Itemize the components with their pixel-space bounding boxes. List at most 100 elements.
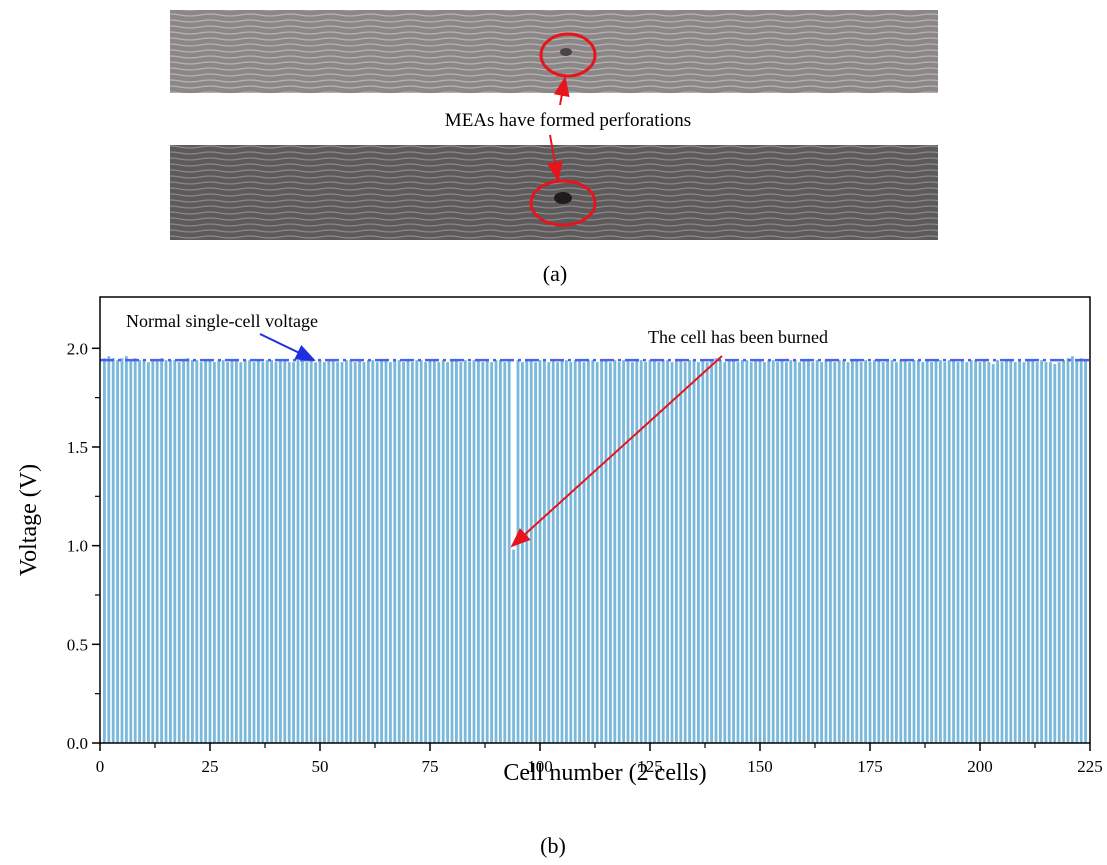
bar — [1018, 360, 1022, 743]
bar — [151, 360, 155, 743]
bar — [582, 362, 586, 743]
bar — [265, 360, 269, 743]
bar — [670, 362, 674, 743]
bar — [300, 360, 304, 743]
bar — [692, 360, 696, 743]
bar — [305, 362, 309, 743]
bar — [960, 360, 964, 743]
x-axis-label: Cell number (2 cells) — [503, 760, 706, 786]
bar — [168, 360, 172, 743]
chart: 0 25 50 75 100 125 150 175 200 225 0.0 0.5 1.0 1.5 2.0… — [16, 296, 1103, 786]
bar — [1066, 358, 1070, 743]
bar — [177, 362, 181, 743]
bar — [142, 360, 146, 743]
bar — [846, 362, 850, 743]
bar — [806, 360, 810, 743]
y-tick-label: 1.0 — [67, 537, 88, 556]
highlight-circle — [529, 179, 597, 227]
bar — [551, 360, 555, 743]
bar — [476, 360, 480, 743]
bar — [1079, 358, 1083, 743]
bar — [419, 360, 423, 743]
bar — [894, 362, 898, 743]
bar — [124, 356, 128, 743]
bar — [542, 360, 546, 743]
bar — [771, 360, 775, 743]
bar — [1062, 360, 1066, 743]
bar — [353, 362, 357, 743]
bar — [424, 362, 428, 743]
bar — [991, 364, 995, 743]
x-tick-label: 150 — [747, 757, 773, 776]
bar — [573, 360, 577, 743]
bar — [481, 362, 485, 743]
bar — [1013, 362, 1017, 743]
bar — [252, 362, 256, 743]
x-tick-label: 200 — [967, 757, 993, 776]
bar — [248, 360, 252, 743]
x-tick-label: 0 — [96, 757, 105, 776]
x-tick-label: 75 — [422, 757, 439, 776]
bar — [494, 360, 498, 743]
bar — [947, 360, 951, 743]
bar — [120, 358, 124, 743]
bar — [182, 360, 186, 743]
bar — [930, 362, 934, 743]
bar — [648, 360, 652, 743]
bar — [784, 362, 788, 743]
bar — [195, 360, 199, 743]
bar — [173, 360, 177, 743]
bar — [802, 360, 806, 743]
photo-caption: MEAs have formed perforations — [445, 110, 691, 131]
bar — [226, 362, 230, 743]
bar — [635, 360, 639, 743]
bar — [811, 362, 815, 743]
bar — [1040, 360, 1044, 743]
bar — [630, 362, 634, 743]
annotation-arrow — [510, 355, 723, 548]
annotation: The cell has been burned — [648, 327, 828, 347]
bar — [270, 360, 274, 743]
bar — [190, 360, 194, 743]
bar — [564, 360, 568, 743]
bar — [903, 360, 907, 743]
bar — [556, 362, 560, 743]
highlight-circle — [539, 32, 597, 78]
bar — [507, 360, 511, 743]
bar — [327, 360, 331, 743]
bar — [578, 360, 582, 743]
bar — [1057, 362, 1061, 743]
bar — [1022, 362, 1026, 743]
bar — [454, 360, 458, 743]
bar — [322, 362, 326, 743]
bar — [384, 360, 388, 743]
bar — [688, 360, 692, 743]
bar — [133, 358, 137, 743]
bar — [490, 362, 494, 743]
panel-label: (a) — [543, 261, 567, 286]
bar — [437, 362, 441, 743]
bar — [899, 360, 903, 743]
bar — [666, 360, 670, 743]
x-tick-label: 50 — [312, 757, 329, 776]
bar — [626, 360, 630, 743]
bar — [292, 362, 296, 743]
bar — [1004, 360, 1008, 743]
bar — [622, 360, 626, 743]
bar — [982, 360, 986, 743]
bar — [283, 360, 287, 743]
bar — [525, 360, 529, 743]
bar — [978, 362, 982, 743]
bar — [727, 360, 731, 743]
perforation — [560, 48, 572, 56]
bar — [956, 362, 960, 743]
bar — [732, 360, 736, 743]
bar — [1070, 356, 1074, 743]
bar — [938, 360, 942, 743]
bar — [366, 360, 370, 743]
bar — [828, 360, 832, 743]
bar — [186, 358, 190, 743]
bar — [468, 362, 472, 743]
y-axis-label: Voltage (V) — [16, 464, 42, 576]
